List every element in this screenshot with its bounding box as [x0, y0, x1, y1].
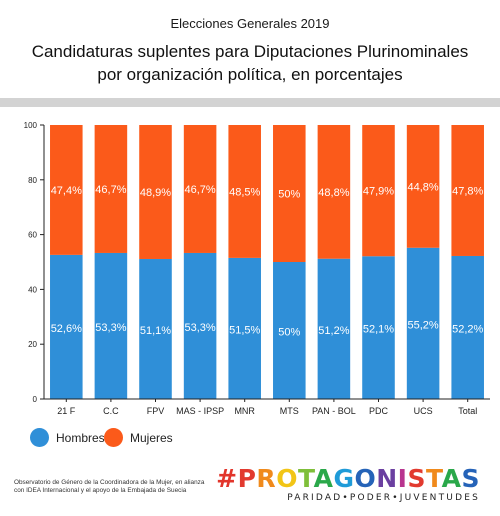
legend-item-mujeres: Mujeres — [104, 428, 173, 447]
logo-letter: S — [407, 464, 426, 493]
bar-hombres-2 — [139, 258, 172, 399]
bar-hombres-3 — [183, 252, 217, 399]
data-label-mujeres-5: 50% — [278, 189, 300, 201]
source-note-line-2: con IDEA Internacional y el apoyo de la … — [14, 487, 187, 494]
logo-letter: A — [313, 464, 334, 493]
bar-mujeres-3 — [183, 125, 217, 253]
bar-hombres-1 — [94, 252, 128, 399]
bar-hombres-9 — [451, 255, 484, 399]
data-label-hombres-1: 53,3% — [95, 322, 126, 334]
bar-mujeres-2 — [139, 125, 172, 259]
bar-mujeres-0 — [50, 125, 83, 255]
bar-hombres-0 — [50, 254, 83, 399]
x-tick-label-2: FPV — [147, 406, 165, 416]
data-label-mujeres-1: 46,7% — [95, 184, 126, 196]
bar-mujeres-8 — [406, 125, 440, 248]
data-label-hombres-5: 50% — [278, 327, 300, 339]
x-tick-label-1: C.C — [103, 406, 119, 416]
data-label-hombres-4: 51,5% — [229, 324, 260, 336]
logo-letter: A — [441, 464, 462, 493]
y-axis: 0 20 40 60 80 100 — [24, 121, 45, 404]
legend-label-mujeres: Mujeres — [130, 430, 173, 445]
bar-hombres-6 — [317, 258, 351, 399]
y-tick-label-60: 60 — [28, 231, 37, 240]
data-label-hombres-3: 53,3% — [184, 322, 215, 334]
chart-header: Elecciones Generales 2019 Candidaturas s… — [0, 0, 500, 96]
data-label-hombres-6: 51,2% — [318, 325, 349, 337]
x-tick-label-8: UCS — [414, 406, 433, 416]
bar-mujeres-9 — [451, 125, 484, 256]
logo-letter: N — [376, 464, 398, 493]
data-label-mujeres-4: 48,5% — [229, 186, 260, 198]
data-label-hombres-0: 52,6% — [51, 323, 82, 335]
data-label-hombres-9: 52,2% — [452, 323, 483, 335]
data-label-hombres-8: 55,2% — [407, 319, 438, 331]
chart-title-line-2: por organización política, en porcentaje… — [97, 65, 403, 84]
y-tick-label-40: 40 — [28, 285, 37, 294]
bar-hombres-7 — [362, 256, 395, 399]
logo-letter: G — [333, 464, 355, 493]
protagonistas-logo: #PROTAGONISTAS PARIDAD•PODER•JUVENTUDES — [216, 465, 480, 504]
data-label-hombres-7: 52,1% — [363, 324, 394, 336]
x-tick-label-0: 21 F — [57, 406, 76, 416]
bar-mujeres-1 — [94, 125, 128, 253]
bars-group: 52,6% 47,4% 53,3% 46,7% 51,1% 48,9% 53,3% 46,7%… — [50, 125, 484, 399]
data-label-mujeres-8: 44,8% — [407, 181, 438, 193]
logo-letter: I — [397, 464, 408, 493]
chart-kicker: Elecciones Generales 2019 — [170, 16, 330, 31]
stacked-bar-chart: 0 20 40 60 80 100 52,6% 47,4% 53,3% 46,7% 51,1% 48… — [24, 121, 490, 416]
legend-item-hombres: Hombres — [30, 428, 105, 447]
logo-letter: O — [354, 464, 377, 493]
header-divider — [0, 98, 500, 107]
logo-hash-symbol: # — [216, 464, 238, 493]
legend-swatch-mujeres — [104, 428, 123, 447]
data-label-mujeres-6: 48,8% — [318, 187, 349, 199]
source-note-line-1: Observatorio de Género de la Coordinador… — [14, 479, 205, 486]
x-tick-label-6: PAN - BOL — [312, 406, 356, 416]
logo-letter: S — [461, 464, 480, 493]
legend-swatch-hombres — [30, 428, 49, 447]
data-label-mujeres-0: 47,4% — [51, 185, 82, 197]
logo-tagline: PARIDAD•PODER•JUVENTUDES — [287, 493, 480, 503]
chart-title-line-1: Candidaturas suplentes para Diputaciones… — [31, 42, 469, 61]
legend-label-hombres: Hombres — [56, 430, 105, 445]
y-tick-label-20: 20 — [28, 340, 37, 349]
bar-mujeres-7 — [362, 125, 395, 257]
x-tick-label-9: Total — [458, 406, 477, 416]
bar-hombres-4 — [228, 257, 261, 399]
y-tick-label-100: 100 — [24, 121, 38, 130]
data-label-mujeres-2: 48,9% — [140, 187, 171, 199]
x-tick-label-7: PDC — [369, 406, 389, 416]
bar-hombres-8 — [406, 247, 440, 399]
x-axis: 21 F C.C FPV MAS - IPSP MNR MTS PAN - BOL PDC UC… — [44, 398, 490, 416]
x-tick-label-3: MAS - IPSP — [176, 406, 224, 416]
bar-hombres-5 — [273, 262, 306, 399]
logo-letter: R — [256, 464, 277, 493]
logo-letter: T — [426, 464, 442, 493]
logo-wordmark: #PROTAGONISTAS — [216, 465, 480, 493]
y-tick-label-80: 80 — [28, 176, 37, 185]
logo-letter: P — [237, 464, 257, 493]
logo-word: PROTAGONISTAS — [238, 464, 480, 493]
bar-mujeres-6 — [317, 125, 351, 259]
data-label-mujeres-7: 47,9% — [363, 186, 394, 198]
data-label-mujeres-9: 47,8% — [452, 185, 483, 197]
legend: Hombres Mujeres — [0, 428, 500, 450]
bar-mujeres-4 — [228, 125, 261, 258]
source-note: Observatorio de Género de la Coordinador… — [14, 479, 284, 495]
x-tick-label-4: MNR — [234, 406, 255, 416]
y-tick-label-0: 0 — [33, 395, 38, 404]
logo-letter: O — [276, 464, 298, 493]
bar-mujeres-5 — [273, 125, 306, 262]
x-tick-label-5: MTS — [280, 406, 299, 416]
data-label-mujeres-3: 46,7% — [184, 184, 215, 196]
logo-letter: T — [297, 464, 314, 493]
data-label-hombres-2: 51,1% — [140, 325, 171, 337]
